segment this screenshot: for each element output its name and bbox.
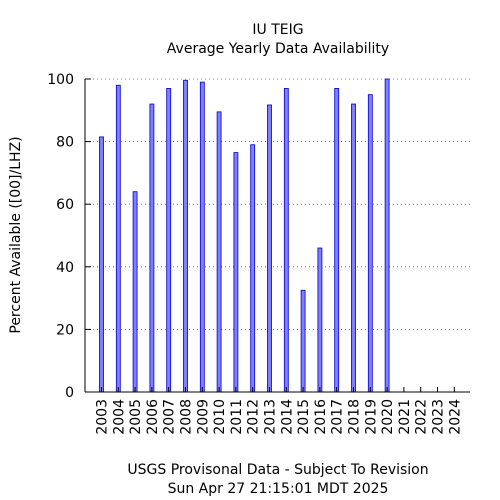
bar-2003 (99, 136, 104, 393)
chart-subtitle: Average Yearly Data Availability (167, 41, 389, 57)
x-tick-label-2020: 2020 (380, 399, 396, 435)
x-tick-label-2011: 2011 (229, 399, 245, 435)
bar-2014 (283, 87, 289, 393)
bar-2020 (384, 78, 390, 393)
bar-2010 (216, 111, 222, 393)
x-tick-label-2016: 2016 (313, 399, 329, 435)
x-tick-label-2009: 2009 (195, 399, 211, 435)
x-tick-label-2003: 2003 (95, 399, 111, 435)
bar-2017 (334, 87, 340, 393)
y-tick-label-100: 100 (47, 72, 74, 88)
x-tick-label-2005: 2005 (128, 399, 144, 435)
x-tick-label-2008: 2008 (179, 399, 195, 435)
x-tick-label-2007: 2007 (162, 399, 178, 435)
bar-2015 (300, 289, 306, 393)
footer-timestamp: Sun Apr 27 21:15:01 MDT 2025 (168, 481, 389, 497)
x-tick-label-2012: 2012 (246, 399, 262, 435)
bar-2008 (183, 79, 188, 393)
bar-2012 (250, 144, 256, 393)
bar-2013 (267, 104, 272, 393)
bar-2004 (115, 84, 121, 393)
x-axis-label: USGS Provisonal Data - Subject To Revisi… (127, 462, 428, 478)
y-axis-label: Percent Available ([00]/LHZ) (8, 136, 24, 333)
bar-2011 (233, 152, 239, 393)
chart-title: IU TEIG (252, 22, 303, 38)
x-tick-label-2024: 2024 (447, 399, 463, 435)
x-tick-labels: 2003 2004 2005 2006 2007 2008 2009 2010 2011 2012… (95, 399, 464, 435)
x-tick-label-2017: 2017 (330, 399, 346, 435)
x-tick-label-2019: 2019 (363, 399, 379, 435)
bars-group (99, 78, 390, 393)
x-tick-label-2013: 2013 (263, 399, 279, 435)
x-tick-label-2014: 2014 (279, 399, 295, 435)
bar-2006 (149, 103, 155, 393)
x-tick-label-2015: 2015 (296, 399, 312, 435)
x-tick-label-2006: 2006 (145, 399, 161, 435)
y-tick-label-60: 60 (56, 197, 74, 213)
x-tick-label-2010: 2010 (212, 399, 228, 435)
bar-2016 (317, 247, 323, 393)
bar-2005 (132, 191, 138, 393)
grid-lines (85, 78, 470, 330)
x-tick-label-2023: 2023 (431, 399, 447, 435)
y-tick-label-80: 80 (56, 135, 74, 151)
axes (84, 78, 470, 393)
x-tick-label-2004: 2004 (111, 399, 127, 435)
x-tick-label-2021: 2021 (397, 399, 413, 435)
bar-2009 (199, 81, 205, 393)
x-tick-label-2018: 2018 (347, 399, 363, 435)
bar-2018 (351, 103, 356, 393)
bar-2007 (166, 87, 172, 393)
y-tick-label-40: 40 (56, 260, 74, 276)
bar-2019 (367, 94, 373, 393)
y-tick-labels: 0 20 40 60 80 100 (47, 72, 74, 401)
y-tick-label-0: 0 (65, 385, 74, 401)
y-tick-label-20: 20 (56, 322, 74, 338)
x-tick-label-2022: 2022 (414, 399, 430, 435)
